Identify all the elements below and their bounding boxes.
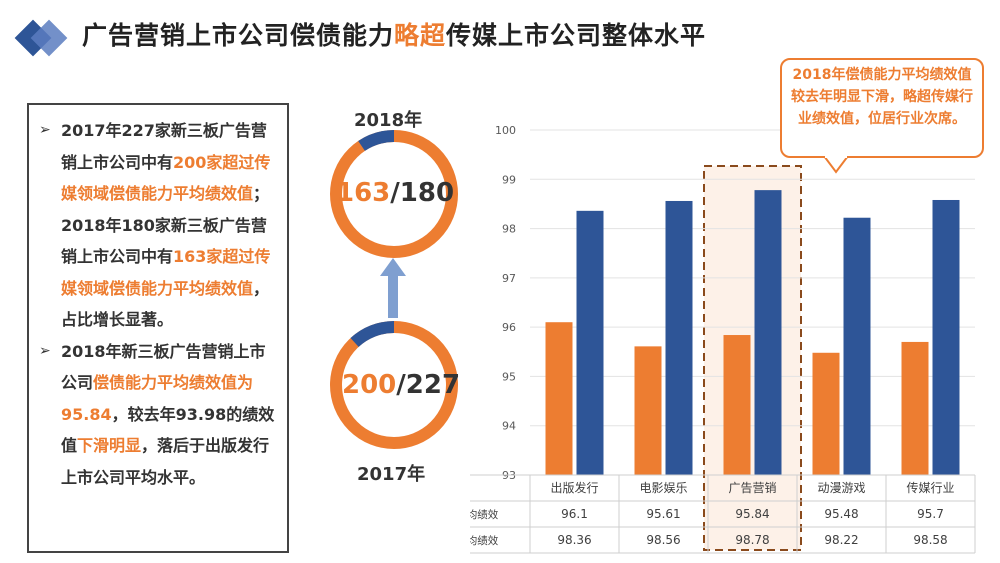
bar-2017 [576,210,604,475]
bar-2018 [545,322,573,475]
y-tick-label: 100 [495,124,516,137]
callout-text: 2018年偿债能力平均绩效值较去年明显下滑，略超传媒行业绩效值，位居行业次席。 [791,67,973,127]
y-tick-label: 94 [502,420,516,433]
arrow-bullet-icon: ➢ [39,122,51,138]
y-tick-label: 97 [502,272,516,285]
table-cell-value: 95.7 [917,507,944,521]
bar-2017 [843,217,871,475]
page-title: 广告营销上市公司偿债能力略超传媒上市公司整体水平 [82,21,707,50]
bar-2018 [723,335,751,475]
table-cell-value: 95.48 [824,507,858,521]
category-label: 广告营销 [728,481,776,495]
donut-2017-segment [350,321,395,348]
donut-2018-segment [358,130,395,152]
bar-2018 [901,341,929,475]
summary-paragraph-2: ➢ 2018年新三板广告营销上市公司偿债能力平均绩效值为95.84，较去年93.9… [39,336,279,494]
title-area: 广告营销上市公司偿债能力略超传媒上市公司整体水平 [0,0,1000,70]
legend-label: 2018年偿债能力行业平均绩效 [470,508,499,521]
category-label: 电影娱乐 [639,481,687,495]
bar-2017 [665,200,693,475]
y-tick-label: 98 [502,223,516,236]
donut-2018-ratio: 163/180 [336,178,455,208]
table-cell-value: 98.22 [824,533,858,547]
table-cell-value: 98.58 [913,533,947,547]
donut-2017-label: 2017年 [357,464,426,485]
donut-2017-ratio: 200/227 [342,370,461,400]
y-tick-label: 99 [502,173,516,186]
bar-2018 [634,346,662,475]
summary-paragraph-1: ➢ 2017年227家新三板广告营销上市公司中有200家超过传媒领域偿债能力平均绩… [39,115,279,336]
bar-2017 [932,199,960,475]
callout-box: 2018年偿债能力平均绩效值较去年明显下滑，略超传媒行业绩效值，位居行业次席。 [780,58,984,158]
table-cell-value: 98.78 [735,533,769,547]
category-label: 传媒行业 [906,480,954,495]
category-label: 动漫游戏 [817,481,865,495]
arrow-bullet-icon: ➢ [39,342,51,359]
donut-2017 [330,321,458,449]
highlight-box [703,165,802,551]
bar-2018 [812,352,840,475]
table-cell-value: 95.61 [646,507,680,521]
legend-label: 2017年偿债能力行业平均绩效 [470,534,499,547]
bar-chart: 93949596979899100出版发行96.198.36电影娱乐95.619… [470,124,976,554]
donut-2018 [330,130,458,258]
y-tick-label: 95 [502,370,516,383]
table-cell-value: 98.36 [557,533,591,547]
y-tick-label: 96 [502,321,516,334]
bar-2017 [754,190,782,475]
summary-text-box: ➢ 2017年227家新三板广告营销上市公司中有200家超过传媒领域偿债能力平均绩… [27,103,289,553]
table-cell-value: 95.84 [735,507,769,521]
category-label: 出版发行 [550,480,598,495]
up-arrow-icon [380,258,406,318]
donut-2018-label: 2018年 [354,110,423,131]
table-cell-value: 98.56 [646,533,680,547]
table-cell-value: 96.1 [561,507,588,521]
callout-pointer [822,156,850,174]
